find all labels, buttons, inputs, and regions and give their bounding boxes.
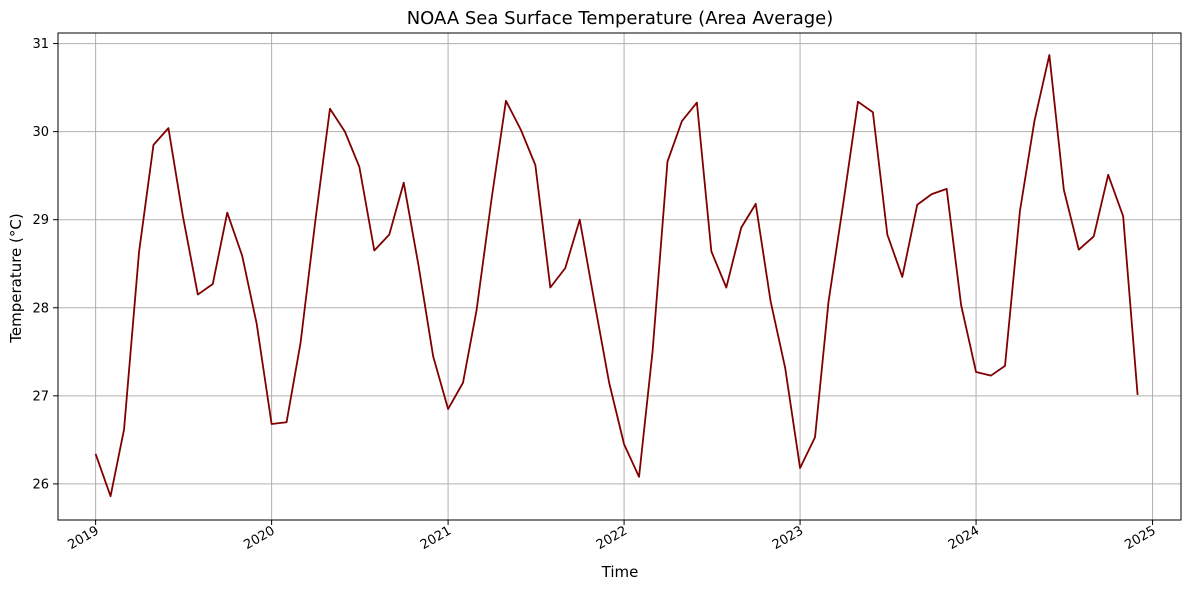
sst-series-line xyxy=(94,54,1139,498)
y-axis-label: Temperature (°C) xyxy=(7,213,25,343)
y-tick-label: 27 xyxy=(32,389,49,404)
y-tick-label: 28 xyxy=(32,301,49,316)
x-tick-label: 2023 xyxy=(770,523,806,553)
y-tick-label: 26 xyxy=(32,477,49,492)
x-tick-label: 2019 xyxy=(65,523,101,553)
y-tick-label: 31 xyxy=(32,37,49,52)
axis-ticks: 26 27 28 29 30 31 2019 2020 2021 2022 2023 2024 2025 xyxy=(32,37,1158,553)
x-tick-label: 2022 xyxy=(594,523,630,553)
y-tick-label: 30 xyxy=(32,125,49,140)
series-layer xyxy=(94,54,1139,498)
x-tick-label: 2025 xyxy=(1122,523,1158,553)
x-axis-label: Time xyxy=(601,563,639,581)
x-tick-label: 2021 xyxy=(418,523,454,553)
grid xyxy=(58,33,1181,520)
plot-frame xyxy=(57,32,1182,521)
x-tick-label: 2020 xyxy=(241,523,277,553)
chart-title: NOAA Sea Surface Temperature (Area Avera… xyxy=(407,8,834,29)
x-tick-label: 2024 xyxy=(946,523,982,553)
y-tick-label: 29 xyxy=(32,213,49,228)
